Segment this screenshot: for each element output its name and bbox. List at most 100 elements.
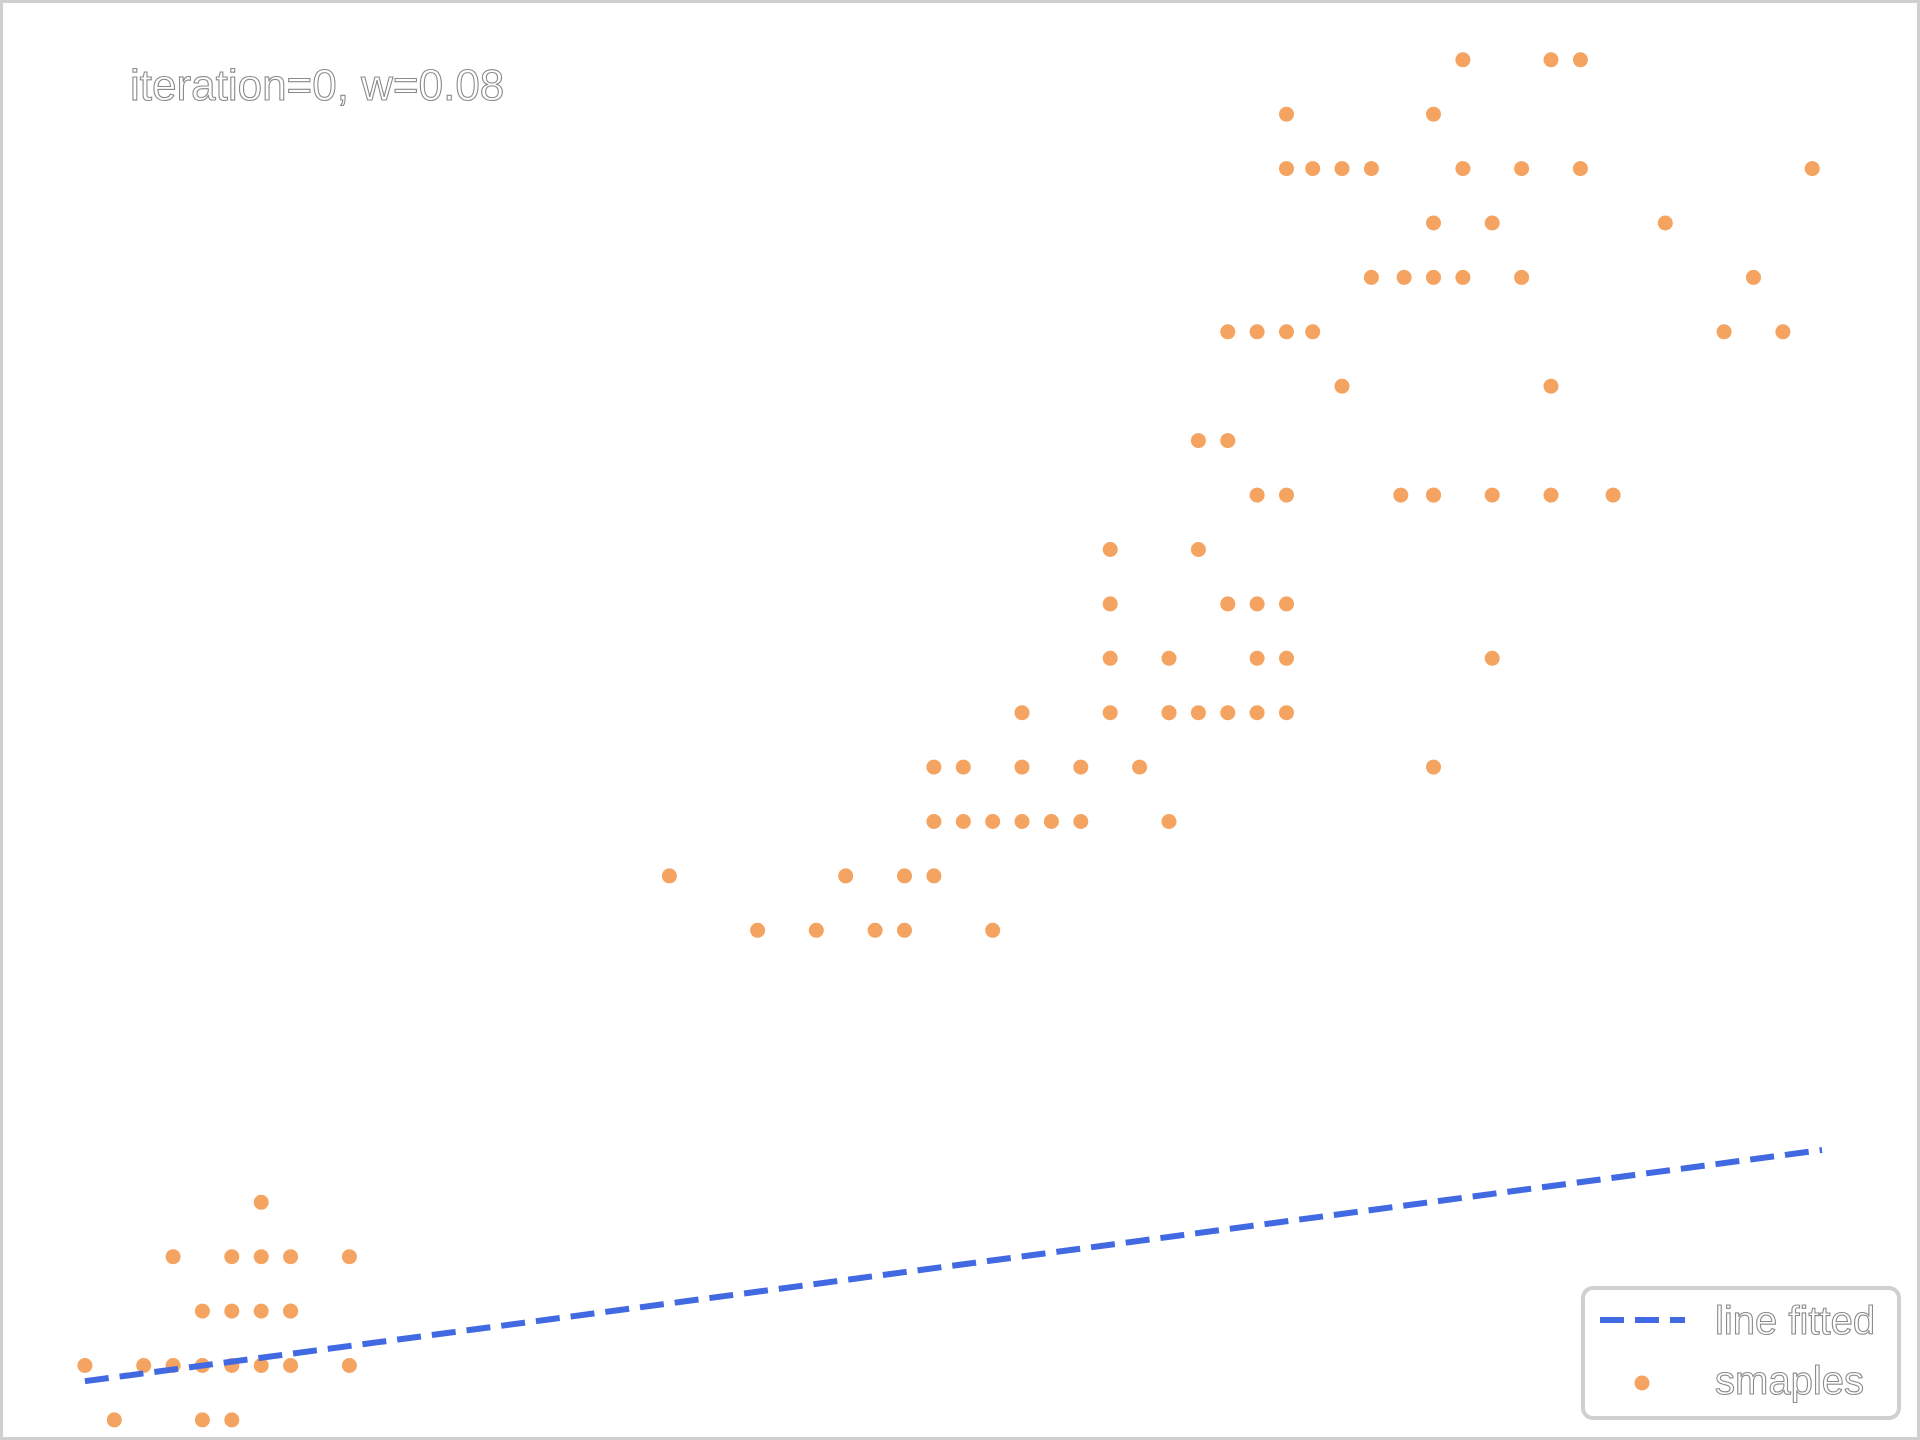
sample-point	[1334, 161, 1350, 177]
sample-point	[253, 1358, 269, 1373]
sample-point	[1220, 324, 1236, 340]
sample-point	[1279, 324, 1294, 340]
sample-point	[1014, 705, 1030, 721]
legend-label-samples: smaples	[1715, 1359, 1864, 1403]
sample-point	[1746, 269, 1761, 285]
sample-point	[1043, 814, 1059, 829]
sample-point	[808, 922, 824, 938]
sample-point	[1249, 487, 1265, 503]
sample-point	[1190, 433, 1206, 449]
sample-point	[1161, 650, 1177, 666]
sample-point	[1132, 759, 1148, 775]
legend-frame	[1581, 1286, 1901, 1420]
sample-point	[1073, 814, 1089, 829]
sample-point	[341, 1249, 357, 1265]
sample-point	[253, 1194, 269, 1210]
sample-point	[224, 1249, 240, 1265]
sample-point	[1572, 161, 1588, 177]
sample-point	[1455, 269, 1471, 285]
sample-point	[1393, 487, 1409, 503]
sample-point	[1334, 378, 1350, 394]
sample-point	[1716, 324, 1732, 340]
sample-point	[926, 759, 942, 775]
sample-point	[1279, 161, 1294, 177]
sample-point	[926, 814, 942, 829]
sample-point	[1426, 215, 1441, 231]
sample-point	[661, 868, 677, 884]
sample-point	[1161, 705, 1177, 721]
sample-point	[1220, 596, 1236, 612]
sample-point	[283, 1249, 299, 1265]
sample-point	[1220, 433, 1236, 449]
sample-point	[985, 922, 1001, 938]
sample-point	[897, 868, 912, 884]
sample-point	[1249, 650, 1265, 666]
sample-point	[1102, 650, 1118, 666]
legend: line fitted smaples	[1581, 1286, 1901, 1420]
sample-point	[194, 1303, 210, 1319]
sample-point	[1426, 759, 1441, 775]
sample-point	[1363, 161, 1379, 177]
sample-point	[1102, 596, 1118, 612]
sample-point	[1279, 705, 1294, 721]
sample-point	[253, 1303, 269, 1319]
sample-point	[253, 1249, 269, 1265]
sample-point	[985, 814, 1001, 829]
sample-point	[1305, 161, 1321, 177]
sample-point	[194, 1412, 210, 1428]
sample-point	[750, 922, 766, 938]
sample-point	[926, 868, 942, 884]
sample-point	[1804, 161, 1820, 177]
sample-point	[1102, 542, 1118, 557]
fitted-line	[84, 1147, 1823, 1385]
sample-point	[1249, 324, 1265, 340]
sample-point	[1426, 106, 1441, 122]
sample-point	[224, 1303, 240, 1319]
sample-point	[1484, 215, 1500, 231]
sample-point	[1426, 269, 1441, 285]
sample-point	[1249, 596, 1265, 612]
sample-point	[224, 1412, 240, 1428]
sample-point	[1572, 52, 1588, 68]
sample-point	[1657, 215, 1673, 231]
sample-point	[1220, 705, 1236, 721]
sample-point	[1305, 324, 1321, 340]
sample-point	[1426, 487, 1441, 503]
sample-point	[341, 1358, 357, 1373]
sample-point	[136, 1358, 152, 1373]
sample-point	[1484, 650, 1500, 666]
sample-point	[1014, 814, 1030, 829]
sample-point	[1102, 705, 1118, 721]
sample-point	[1543, 52, 1559, 68]
legend-samples-swatch	[1634, 1375, 1650, 1391]
sample-point	[106, 1412, 122, 1428]
sample-point	[955, 814, 971, 829]
sample-point	[1363, 269, 1379, 285]
sample-point	[1279, 487, 1294, 503]
sample-point	[1605, 487, 1621, 503]
sample-point	[1396, 269, 1412, 285]
sample-point	[897, 922, 912, 938]
sample-point	[165, 1249, 181, 1265]
sample-point	[1279, 106, 1294, 122]
sample-point	[1161, 814, 1177, 829]
sample-point	[1014, 759, 1030, 775]
sample-point	[1514, 269, 1530, 285]
sample-point	[1455, 52, 1471, 68]
sample-point	[1190, 542, 1206, 557]
sample-point	[1543, 378, 1559, 394]
sample-point	[1073, 759, 1089, 775]
sample-point	[955, 759, 971, 775]
sample-point	[1484, 487, 1500, 503]
sample-point	[283, 1303, 299, 1319]
sample-point	[1455, 161, 1471, 177]
legend-label-line-fitted: line fitted	[1715, 1299, 1875, 1343]
sample-point	[77, 1358, 93, 1373]
sample-point	[867, 922, 883, 938]
sample-point	[1190, 705, 1206, 721]
sample-point	[283, 1358, 299, 1373]
plot-marks	[77, 52, 1823, 1428]
sample-point	[1543, 487, 1559, 503]
